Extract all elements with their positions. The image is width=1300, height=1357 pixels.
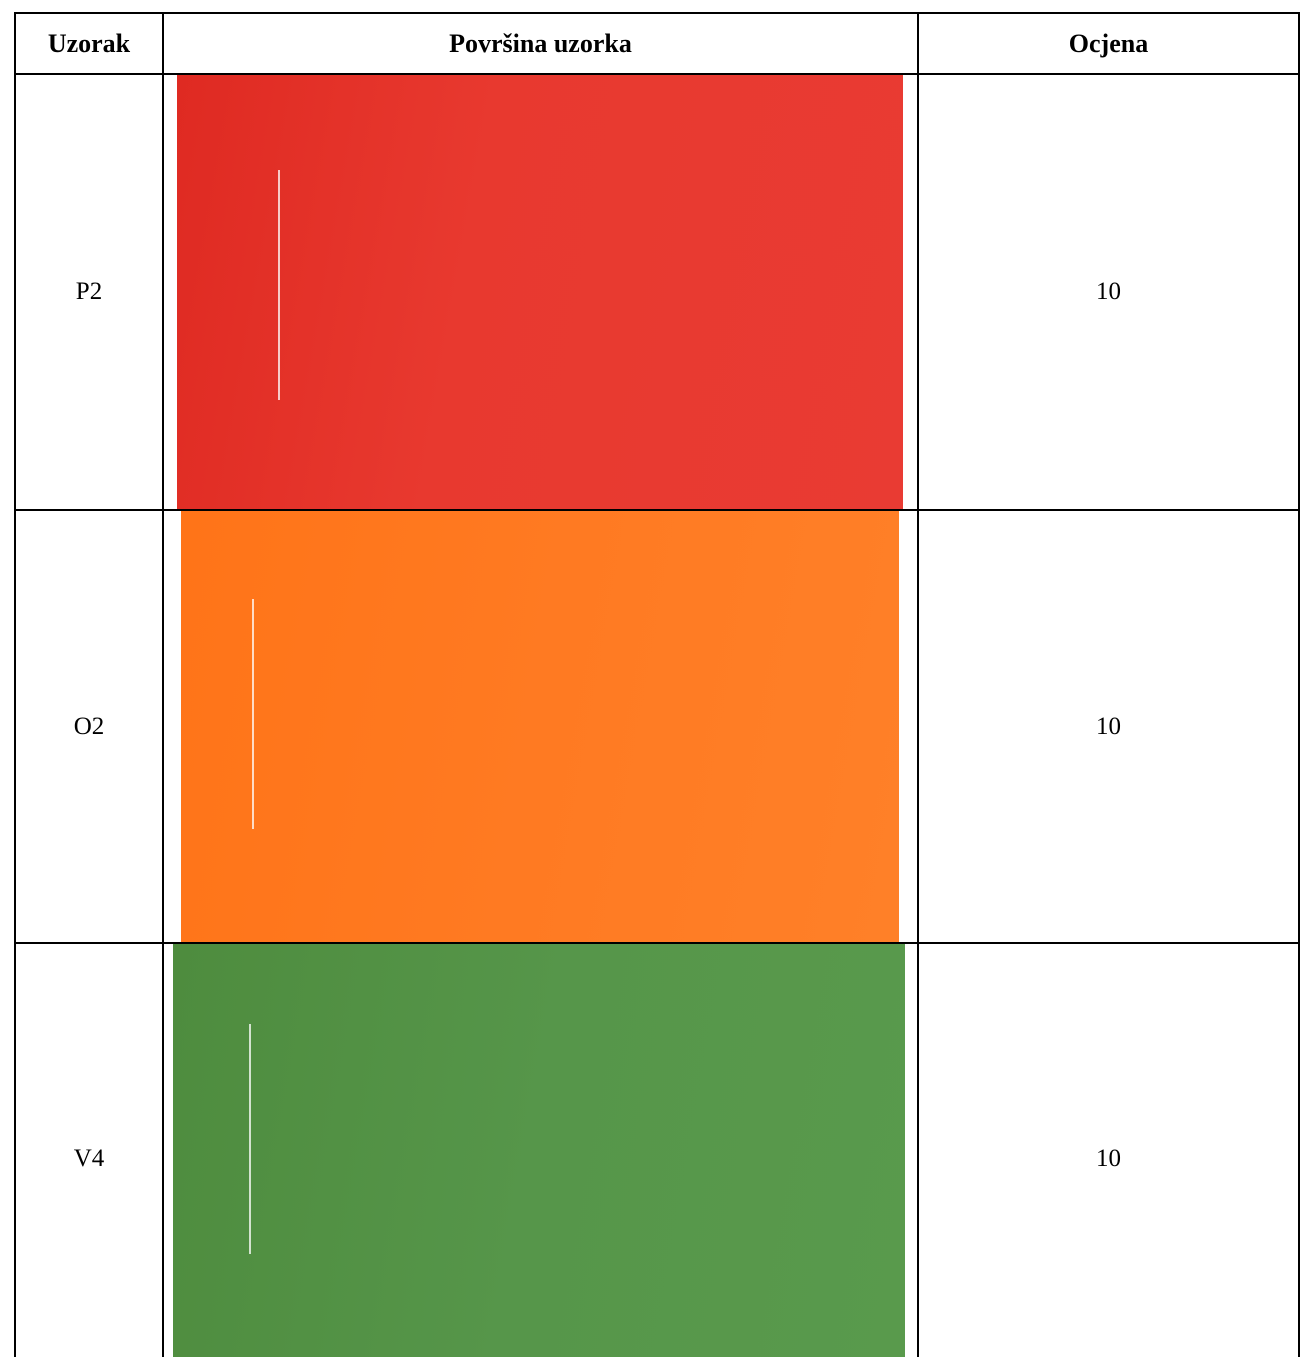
table-border <box>14 12 16 1357</box>
table-border <box>14 73 1300 75</box>
table-border <box>14 12 1300 14</box>
table-border <box>1298 12 1300 1357</box>
table-border <box>917 12 919 1357</box>
table-border <box>14 509 1300 511</box>
table-border <box>14 942 1300 944</box>
sample-cell: V4 <box>73 1145 105 1172</box>
sample-photo <box>177 75 903 509</box>
table-border <box>162 12 164 1357</box>
sample-cell: O2 <box>73 712 105 740</box>
header-cell: Ocjena <box>1068 28 1149 58</box>
header-cell: Uzorak <box>47 28 131 58</box>
grade-cell: 10 <box>1096 1145 1121 1172</box>
sample-photo <box>173 944 905 1357</box>
header-cell: Površina uzorka <box>449 28 632 58</box>
grade-cell: 10 <box>1096 712 1121 740</box>
sample-cell: P2 <box>75 278 103 305</box>
grade-cell: 10 <box>1096 278 1121 305</box>
sample-photo <box>181 511 899 942</box>
